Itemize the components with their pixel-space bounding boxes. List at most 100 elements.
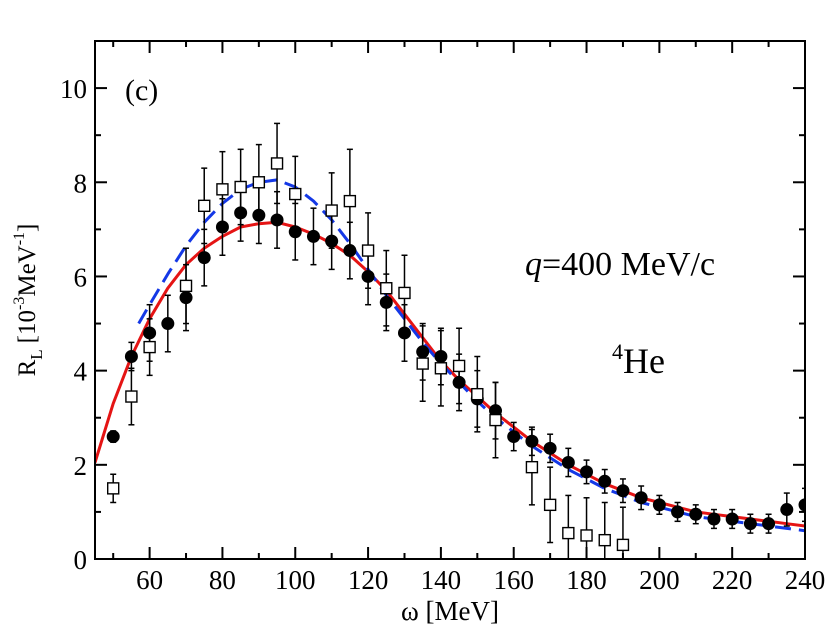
circle-marker bbox=[306, 229, 320, 243]
x-tick-label: 140 bbox=[421, 565, 462, 595]
open-square-point bbox=[143, 318, 156, 377]
open-square-point bbox=[125, 367, 138, 426]
filled-circle-point bbox=[306, 207, 320, 266]
square-marker bbox=[616, 538, 630, 552]
square-marker bbox=[343, 194, 357, 208]
y-axis-label-mid: MeV bbox=[14, 245, 41, 296]
open-square-point bbox=[343, 148, 357, 254]
square-marker bbox=[598, 533, 611, 547]
circle-marker bbox=[543, 441, 557, 455]
circle-marker bbox=[743, 517, 757, 531]
square-marker bbox=[289, 187, 302, 201]
square-marker bbox=[543, 498, 557, 512]
square-marker bbox=[380, 282, 393, 295]
square-marker bbox=[234, 180, 247, 194]
y-axis-label-exp1: -3 bbox=[11, 297, 28, 310]
square-marker bbox=[270, 157, 284, 170]
open-square-point bbox=[398, 254, 411, 332]
square-marker bbox=[198, 199, 211, 213]
circle-marker bbox=[270, 213, 284, 227]
filled-circle-point bbox=[780, 492, 794, 527]
filled-circle-point bbox=[707, 508, 721, 530]
filled-circle-point bbox=[798, 487, 805, 523]
open-square-point bbox=[452, 327, 466, 405]
y-tick-label: 4 bbox=[74, 357, 88, 387]
square-marker bbox=[434, 362, 448, 375]
x-tick-label: 120 bbox=[348, 565, 389, 595]
filled-circle-point bbox=[580, 459, 594, 485]
filled-circle-point bbox=[507, 421, 521, 452]
y-axis-label-open: [10 bbox=[14, 310, 41, 343]
filled-circle-point bbox=[561, 447, 575, 478]
open-square-point bbox=[543, 466, 557, 544]
open-square-point bbox=[252, 143, 266, 221]
open-square-point bbox=[416, 325, 429, 402]
open-square-point bbox=[380, 249, 393, 327]
square-marker bbox=[562, 526, 575, 540]
panel-label: (c) bbox=[125, 74, 158, 107]
square-marker bbox=[252, 176, 266, 189]
square-marker bbox=[471, 387, 484, 401]
square-marker bbox=[580, 529, 593, 542]
axis-ticks bbox=[95, 41, 806, 560]
open-square-point bbox=[434, 329, 448, 407]
open-square-point bbox=[598, 501, 611, 559]
nucleus-symbol: He bbox=[623, 341, 665, 381]
circle-marker bbox=[634, 491, 648, 505]
x-tick-label: 100 bbox=[275, 565, 316, 595]
open-square-point bbox=[198, 167, 211, 245]
open-square-point bbox=[489, 381, 502, 459]
x-tick-label: 200 bbox=[639, 565, 680, 595]
circle-marker bbox=[671, 505, 685, 519]
circle-marker bbox=[725, 512, 739, 526]
open-square-point bbox=[216, 150, 229, 228]
circle-marker bbox=[616, 484, 630, 498]
circle-marker bbox=[161, 317, 175, 331]
open-square-point bbox=[270, 122, 284, 205]
x-tick-label: 60 bbox=[136, 565, 163, 595]
open-square-point bbox=[525, 428, 539, 506]
x-axis-label: ω [MeV] bbox=[401, 596, 499, 626]
filled-circle-point bbox=[689, 504, 703, 525]
square-marker bbox=[125, 390, 138, 403]
filled-circle-point bbox=[634, 485, 648, 511]
filled-circle-point bbox=[652, 494, 666, 516]
circle-marker bbox=[707, 512, 721, 526]
filled-circle-point bbox=[743, 513, 757, 534]
filled-circle-point bbox=[762, 513, 776, 534]
filled-circle-point bbox=[543, 433, 557, 464]
open-square-point bbox=[179, 247, 193, 325]
q-annotation-rest: =400 MeV/c bbox=[542, 246, 715, 283]
square-marker bbox=[216, 183, 229, 196]
circle-marker bbox=[561, 455, 575, 469]
nucleus-mass: 4 bbox=[612, 339, 623, 364]
solid-red-curve bbox=[95, 220, 805, 528]
tick-labels: 60 80 100 120 140 160 180 200 220 240 0 2 4 6 8 10 bbox=[60, 74, 825, 595]
square-marker bbox=[361, 244, 375, 257]
y-axis-label-close: ] bbox=[14, 224, 41, 232]
circle-marker bbox=[689, 507, 703, 521]
x-tick-label: 240 bbox=[785, 565, 826, 595]
square-marker bbox=[416, 357, 429, 370]
plot-frame bbox=[94, 40, 806, 560]
circle-marker bbox=[507, 430, 521, 444]
open-square-point bbox=[471, 355, 484, 433]
x-tick-label: 80 bbox=[209, 565, 236, 595]
circle-marker bbox=[798, 498, 805, 512]
square-marker bbox=[525, 460, 539, 474]
circle-marker bbox=[652, 498, 666, 512]
square-marker bbox=[107, 482, 120, 495]
dashed-blue-curve bbox=[137, 178, 805, 533]
square-marker bbox=[179, 279, 193, 293]
nucleus-annotation: 4He bbox=[612, 339, 665, 381]
q-annotation: q=400 MeV/c bbox=[525, 246, 715, 283]
filled-circle-point bbox=[598, 468, 612, 494]
circle-marker bbox=[197, 251, 211, 265]
open-square-point bbox=[325, 172, 338, 249]
y-axis-label: RL [10-3MeV-1] bbox=[11, 224, 46, 377]
circle-marker bbox=[580, 465, 594, 479]
open-square-point bbox=[234, 148, 247, 226]
open-square-point bbox=[580, 497, 593, 559]
filled-circle-point bbox=[124, 341, 138, 372]
